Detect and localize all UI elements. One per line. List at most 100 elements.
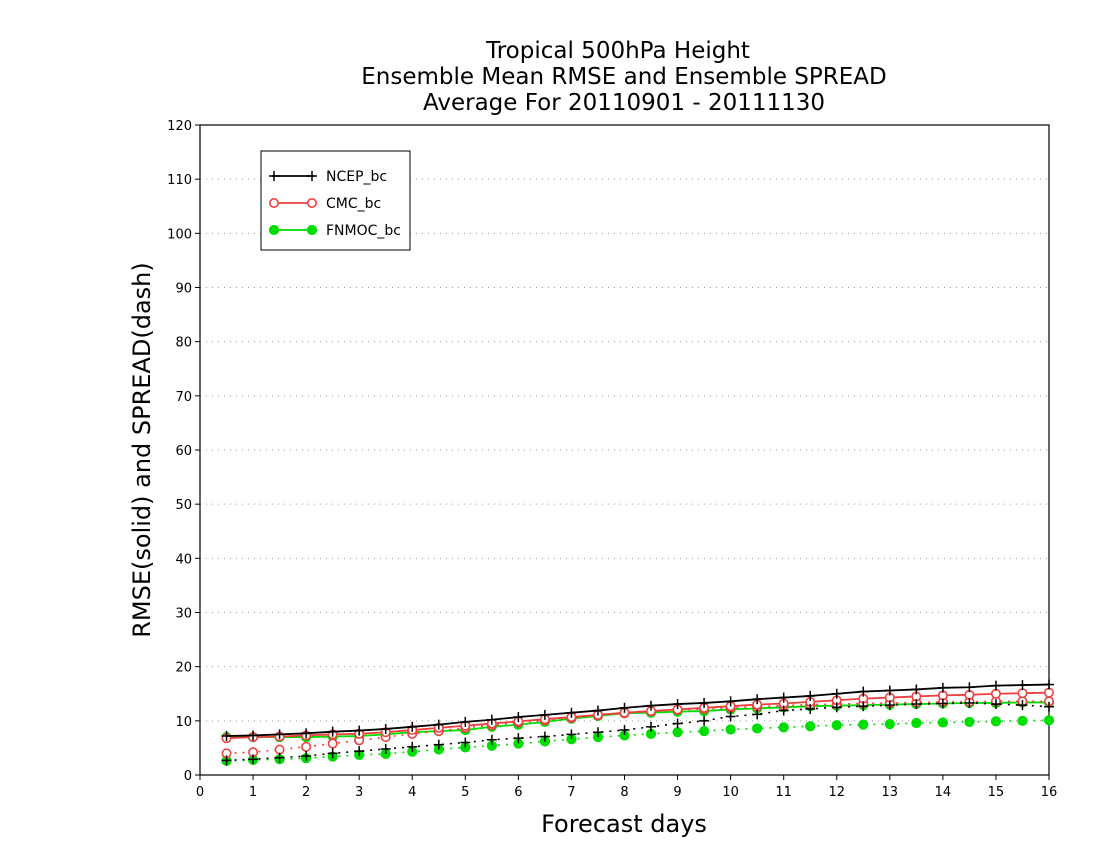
ncep-bc-spread-point: [486, 734, 497, 745]
fnmoc-bc-spread-point: [672, 727, 683, 738]
ncep-bc-rmse-point: [592, 705, 603, 716]
y-tick-label: 80: [175, 336, 192, 351]
ncep-bc-spread-point: [937, 698, 948, 709]
x-tick-label: 3: [355, 785, 363, 800]
ncep-bc-spread-point: [460, 737, 471, 748]
ncep-bc-spread-point: [327, 748, 338, 759]
x-tick-label: 15: [988, 785, 1005, 800]
fnmoc-bc-spread-line: [226, 719, 1050, 762]
fnmoc-bc-spread-point: [964, 716, 975, 728]
cmc-bc-spread-point: [327, 738, 338, 749]
x-tick-label: 16: [1041, 785, 1058, 800]
ncep-bc-spread-point: [858, 701, 869, 712]
x-tick-label: 11: [775, 785, 792, 800]
y-tick-label: 120: [167, 119, 192, 134]
ncep-bc-spread-point: [911, 699, 922, 710]
ncep-bc-rmse-point: [884, 685, 895, 696]
ncep-bc-rmse-point: [911, 684, 922, 695]
ncep-bc-rmse-point: [539, 709, 550, 720]
legend-marker-cmc-bc: [306, 198, 317, 209]
ncep-bc-rmse-point: [725, 696, 736, 707]
fnmoc-bc-spread-point: [911, 717, 922, 729]
x-tick-label: 14: [935, 785, 952, 800]
fnmoc-bc-spread-point: [990, 716, 1002, 727]
x-tick-label: 7: [567, 785, 575, 800]
cmc-bc-rmse-point: [1017, 688, 1028, 699]
y-tick-label: 110: [167, 173, 192, 188]
ncep-bc-rmse-point: [1017, 680, 1028, 691]
cmc-bc-rmse-point: [990, 688, 1001, 699]
ncep-bc-spread-point: [831, 702, 842, 713]
ncep-bc-rmse-point: [964, 682, 975, 693]
cmc-bc-spread-point: [274, 744, 285, 755]
ncep-bc-rmse-point: [274, 729, 285, 740]
ncep-bc-rmse-point: [566, 707, 577, 718]
ncep-bc-spread-point: [433, 739, 444, 750]
ncep-bc-rmse-point: [858, 686, 869, 697]
x-tick-label: 2: [302, 785, 310, 800]
ncep-bc-spread-point: [354, 746, 365, 757]
legend-label-fnmoc-bc: FNMOC_bc: [326, 223, 401, 239]
ncep-bc-spread-point: [592, 727, 603, 738]
chart-title-line-1: Tropical 500hPa Height: [485, 38, 750, 64]
legend-label-ncep-bc: NCEP_bc: [326, 169, 387, 185]
ncep-bc-rmse-point: [354, 725, 365, 736]
fnmoc-bc-spread-point: [805, 721, 816, 732]
legend-marker-cmc-bc: [268, 198, 279, 209]
y-tick-label: 100: [167, 227, 192, 242]
series: [221, 679, 1055, 767]
y-tick-label: 60: [175, 444, 192, 459]
ncep-bc-spread-point: [248, 754, 259, 765]
y-tick-label: 50: [175, 498, 192, 513]
fnmoc-bc-spread-point: [858, 719, 869, 730]
ncep-bc-rmse-point: [805, 690, 816, 701]
fnmoc-bc-spread-point: [698, 726, 710, 737]
ncep-bc-spread-point: [1044, 701, 1054, 712]
chart-title-line-3: Average For 20110901 - 20111130: [423, 90, 825, 116]
ncep-bc-spread-point: [725, 711, 736, 722]
ncep-bc-rmse-point: [486, 714, 497, 725]
fnmoc-bc-spread-point: [1043, 715, 1055, 726]
ncep-bc-rmse-point: [407, 721, 418, 732]
ncep-bc-rmse-point: [1044, 679, 1054, 690]
ncep-bc-rmse-point: [513, 712, 524, 723]
fnmoc-bc-spread-point: [1017, 715, 1028, 726]
ncep-bc-spread-point: [884, 700, 895, 711]
ncep-bc-rmse-point: [301, 728, 312, 739]
x-tick-label: 12: [828, 785, 845, 800]
ncep-bc-spread-point: [1017, 700, 1028, 711]
ncep-bc-spread-point: [380, 744, 391, 754]
ncep-bc-rmse-point: [619, 702, 630, 713]
ncep-bc-rmse-point: [831, 688, 842, 699]
cmc-bc-rmse-point: [1044, 687, 1055, 698]
legend-box: [260, 150, 411, 251]
ncep-bc-rmse-point: [646, 700, 657, 711]
ncep-bc-rmse-point: [937, 682, 948, 693]
ncep-bc-rmse-point: [460, 716, 471, 727]
fnmoc-bc-spread-point: [778, 722, 789, 733]
x-tick-label: 6: [514, 785, 522, 800]
ncep-bc-rmse-point: [778, 692, 789, 703]
ncep-bc-spread-point: [964, 697, 975, 708]
ncep-bc-spread-point: [699, 715, 710, 726]
x-tick-label: 0: [196, 785, 204, 800]
fnmoc-bc-spread-point: [725, 724, 736, 735]
ncep-bc-spread-point: [752, 709, 763, 720]
ncep-bc-spread-point: [619, 725, 630, 736]
ncep-bc-spread-point: [274, 752, 285, 763]
x-tick-label: 10: [722, 785, 739, 800]
chart-title: Tropical 500hPa Height Ensemble Mean RMS…: [361, 38, 886, 116]
y-tick-label: 90: [175, 282, 192, 297]
ncep-bc-spread-point: [566, 729, 577, 740]
cmc-bc-spread-point: [301, 741, 312, 752]
y-axis-label: RMSE(solid) and SPREAD(dash): [128, 262, 156, 638]
chart-title-line-2: Ensemble Mean RMSE and Ensemble SPREAD: [361, 64, 886, 90]
ncep-bc-rmse-point: [248, 730, 259, 741]
ncep-bc-spread-point: [407, 741, 418, 752]
x-tick-label: 4: [408, 785, 416, 800]
legend-label-cmc-bc: CMC_bc: [326, 196, 381, 212]
x-tick-label: 8: [620, 785, 628, 800]
legend-marker-fnmoc-bc: [268, 224, 280, 236]
